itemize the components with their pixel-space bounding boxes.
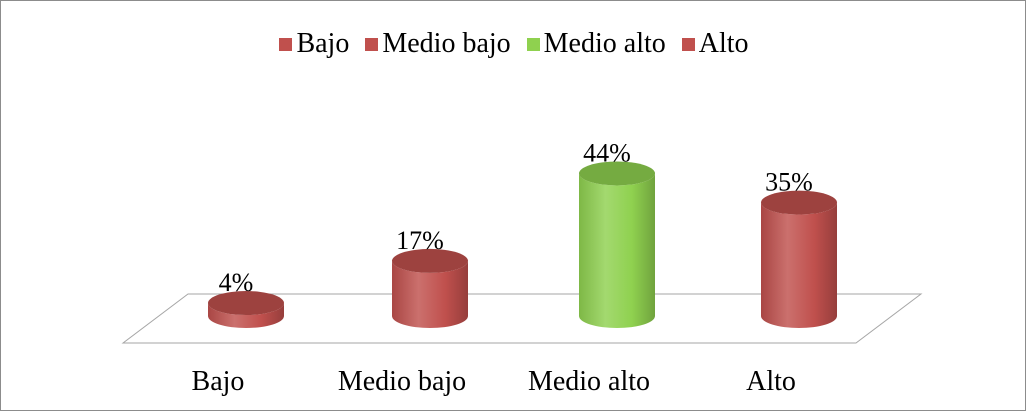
bar-medio-alto xyxy=(579,173,655,328)
category-label-bajo: Bajo xyxy=(192,366,245,397)
data-label-bajo: 4% xyxy=(219,268,254,297)
data-label-alto: 35% xyxy=(765,168,813,197)
category-label-medio-bajo: Medio bajo xyxy=(338,366,466,397)
category-label-alto: Alto xyxy=(746,366,796,397)
category-label-medio-alto: Medio alto xyxy=(528,366,650,397)
data-label-medio-bajo: 17% xyxy=(396,226,444,255)
bar-alto xyxy=(761,203,837,328)
data-label-medio-alto: 44% xyxy=(583,138,631,167)
